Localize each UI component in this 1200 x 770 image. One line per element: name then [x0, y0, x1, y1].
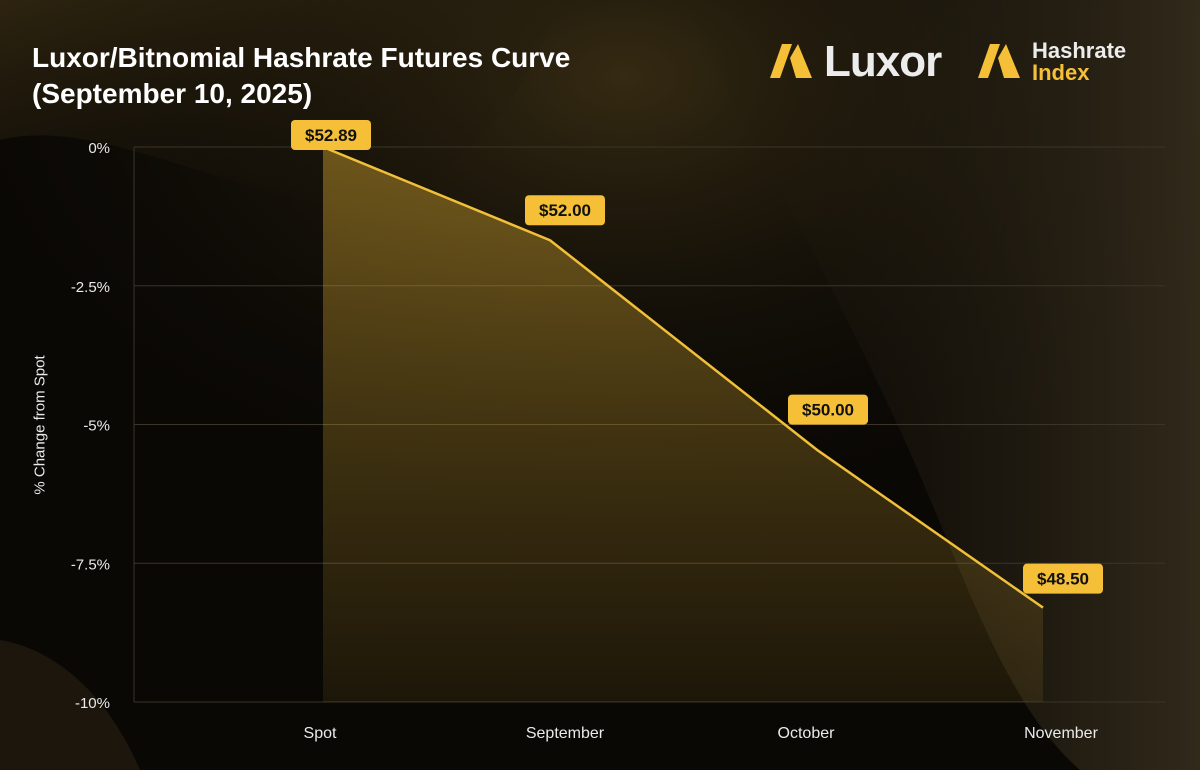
- chart-title-line2: (September 10, 2025): [32, 78, 313, 109]
- y-tick-label: -7.5%: [71, 556, 110, 573]
- series-line: [322, 145, 1044, 609]
- price-label: $52.89: [291, 120, 371, 150]
- hashrate-index-wordmark-line2: Index: [1032, 60, 1090, 85]
- x-tick-label: September: [526, 725, 605, 742]
- luxor-brand: Luxor: [768, 37, 942, 86]
- price-label-box: [525, 195, 605, 226]
- chart-title-line1: Luxor/Bitnomial Hashrate Futures Curve: [32, 42, 571, 73]
- price-label-box: [1023, 563, 1103, 594]
- area-fill-layer: [323, 147, 1043, 702]
- hashrate-index-logo-icon: [978, 44, 1020, 78]
- price-label: $48.50: [1023, 563, 1103, 594]
- price-label-text: $52.89: [305, 126, 357, 145]
- hashrate-index-wordmark-line1: Hashrate: [1032, 38, 1127, 63]
- y-tick-label: -10%: [75, 695, 110, 712]
- price-label: $52.00: [525, 195, 605, 226]
- y-tick-label: 0%: [88, 140, 110, 157]
- price-label-text: $50.00: [802, 401, 854, 420]
- price-label-text: $48.50: [1037, 570, 1089, 589]
- x-tick-label: Spot: [304, 725, 337, 742]
- price-label-box: [291, 120, 371, 150]
- price-label-text: $52.00: [539, 201, 591, 220]
- x-tick-labels: Spot September October November: [304, 725, 1099, 742]
- y-tick-label: -5%: [83, 418, 110, 435]
- price-label: $50.00: [788, 394, 868, 425]
- y-tick-labels: 0% -2.5% -5% -7.5% -10%: [71, 140, 110, 712]
- price-label-box: [788, 394, 868, 425]
- x-tick-label: November: [1024, 725, 1098, 742]
- series-area: [323, 147, 1043, 702]
- hashrate-index-brand: Hashrate Index: [976, 40, 1126, 84]
- luxor-wordmark: Luxor: [824, 37, 942, 86]
- y-tick-label: -2.5%: [71, 279, 110, 296]
- price-labels: $52.89 $52.00 $50.00 $48.50: [291, 120, 1103, 594]
- chart-title: Luxor/Bitnomial Hashrate Futures Curve (…: [32, 40, 570, 112]
- x-tick-label: October: [778, 725, 836, 742]
- luxor-logo-icon: [770, 44, 812, 78]
